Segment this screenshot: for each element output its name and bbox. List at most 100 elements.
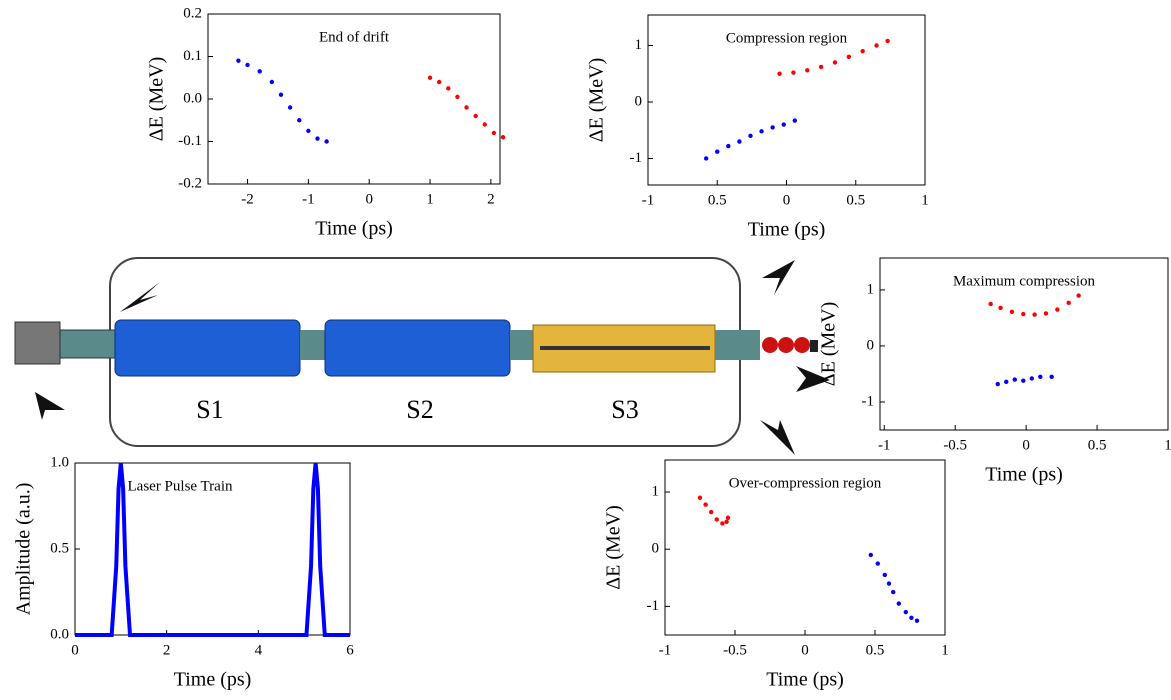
x-axis-label: Time (ps) bbox=[985, 464, 1063, 486]
y-tick-label: 1 bbox=[652, 483, 660, 499]
scatter-point bbox=[781, 122, 786, 127]
scatter-point bbox=[1049, 374, 1054, 379]
scatter-point bbox=[903, 609, 908, 615]
scatter-point bbox=[792, 118, 798, 123]
scatter-point bbox=[287, 105, 293, 110]
scatter-point bbox=[269, 79, 275, 85]
electron-gun bbox=[14, 321, 61, 365]
scatter-point bbox=[886, 581, 892, 586]
scatter-point bbox=[720, 521, 725, 526]
y-tick-label: -1 bbox=[630, 150, 643, 166]
scatter-point bbox=[714, 517, 719, 522]
x-tick-label: 0 bbox=[1022, 437, 1030, 453]
x-axis-label: Time (ps) bbox=[766, 669, 844, 691]
x-tick-label: 2 bbox=[163, 642, 171, 658]
x-axis-label: Time (ps) bbox=[174, 669, 252, 691]
scatter-point bbox=[464, 105, 469, 110]
plot-area bbox=[664, 459, 946, 636]
x-tick-label: 4 bbox=[255, 642, 263, 658]
scatter-point bbox=[770, 125, 775, 130]
y-tick-label: 0.0 bbox=[50, 626, 69, 642]
x-tick-label: 0.5 bbox=[846, 192, 865, 208]
x-tick-label: 1 bbox=[941, 642, 949, 658]
chart-title: Maximum compression bbox=[953, 273, 1096, 289]
y-tick-label: -1 bbox=[862, 393, 875, 409]
x-tick-label: -1 bbox=[659, 642, 672, 658]
y-axis-label: ΔE (MeV) bbox=[818, 302, 840, 387]
scatter-point bbox=[726, 143, 731, 149]
y-axis-label: ΔE (MeV) bbox=[146, 57, 168, 142]
scatter-point bbox=[1004, 379, 1009, 385]
x-tick-label: 0.5 bbox=[866, 642, 885, 658]
scatter-point bbox=[1043, 311, 1049, 316]
scatter-point bbox=[832, 60, 838, 65]
scatter-point bbox=[324, 139, 329, 144]
pointer-arrow bbox=[760, 420, 795, 455]
y-tick-label: -0.2 bbox=[178, 175, 202, 191]
scatter-point bbox=[805, 68, 810, 73]
panel: -2 -1 0 1 2 0.2 0.1 0.0 -0.1 -0.2 End of drift Time… bbox=[146, 5, 506, 240]
x-axis-label: Time (ps) bbox=[315, 218, 393, 240]
beamline bbox=[59, 329, 116, 359]
accelerator-diagram: S1 S2 S3 bbox=[14, 257, 830, 455]
quadrupole bbox=[762, 337, 778, 353]
scatter-point bbox=[885, 38, 890, 44]
scatter-point bbox=[1021, 311, 1026, 317]
scatter-point bbox=[988, 301, 993, 307]
scatter-point bbox=[315, 136, 320, 141]
scatter-point bbox=[1032, 312, 1037, 317]
scatter-point bbox=[297, 118, 302, 123]
scatter-point bbox=[891, 589, 896, 595]
scatter-point bbox=[896, 601, 901, 606]
scatter-point bbox=[818, 64, 824, 70]
scatter-point bbox=[737, 139, 742, 144]
scatter-point bbox=[500, 135, 506, 140]
scatter-point bbox=[748, 133, 753, 139]
beamline bbox=[715, 330, 760, 360]
line-series bbox=[75, 462, 350, 637]
scatter-point bbox=[724, 519, 729, 524]
y-tick-label: 0 bbox=[635, 93, 643, 109]
scatter-point bbox=[998, 305, 1003, 311]
scatter-point bbox=[709, 509, 714, 515]
beamline bbox=[810, 340, 818, 352]
scatter-point bbox=[1076, 293, 1081, 298]
scatter-point bbox=[455, 94, 460, 100]
y-tick-label: 0.0 bbox=[183, 90, 202, 106]
pointer-arrow bbox=[762, 260, 795, 295]
structure-s2 bbox=[324, 319, 511, 377]
panel: -1 -0.5 0 0.5 1 1 0 -1 Over-compression region Ti… bbox=[603, 459, 949, 691]
x-tick-label: 1 bbox=[921, 192, 929, 208]
scatter-point bbox=[703, 156, 709, 161]
x-tick-label: -1 bbox=[302, 191, 315, 207]
chart-title: Laser Pulse Train bbox=[128, 478, 234, 494]
scatter-point bbox=[777, 71, 782, 76]
plot-area bbox=[74, 462, 351, 636]
y-axis-label: ΔE (MeV) bbox=[603, 505, 625, 590]
pointer-arrow bbox=[120, 282, 160, 312]
beamline bbox=[300, 330, 325, 360]
y-tick-label: -1 bbox=[647, 598, 660, 614]
x-axis-label: Time (ps) bbox=[748, 219, 826, 241]
scatter-point bbox=[868, 552, 873, 558]
scatter-point bbox=[427, 75, 433, 80]
y-tick-label: 0 bbox=[867, 337, 875, 353]
scatter-point bbox=[860, 48, 865, 54]
y-tick-label: 0.5 bbox=[50, 540, 69, 556]
scatter-point bbox=[874, 43, 879, 48]
x-tick-label: 0.5 bbox=[1088, 437, 1107, 453]
y-tick-label: 0 bbox=[652, 541, 660, 557]
scatter-point bbox=[236, 58, 241, 63]
x-tick-label: -0.5 bbox=[723, 642, 747, 658]
scatter-point bbox=[759, 129, 764, 134]
scatter-point bbox=[436, 79, 442, 85]
x-tick-label: 1 bbox=[426, 191, 434, 207]
section-label: S1 bbox=[196, 395, 223, 424]
scatter-point bbox=[1055, 307, 1060, 312]
x-tick-label: 0.5 bbox=[708, 192, 727, 208]
panel: -1 -0.5 0 0.5 1 1 0 -1 Maximum compression Time (… bbox=[818, 257, 1171, 486]
structure-s1 bbox=[114, 319, 301, 377]
scatter-point bbox=[725, 515, 731, 520]
y-tick-label: 1 bbox=[867, 281, 875, 297]
x-tick-label: 0 bbox=[801, 642, 809, 658]
